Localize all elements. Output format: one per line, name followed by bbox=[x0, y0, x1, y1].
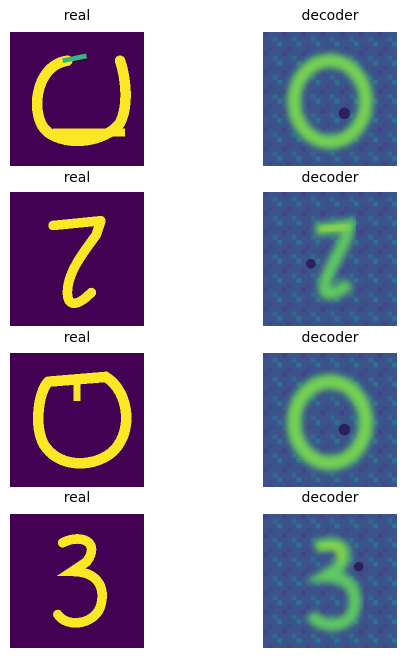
real-digit-0-second-image bbox=[10, 353, 144, 487]
decoder-digit-0-image bbox=[263, 32, 397, 166]
decoder-digit-3-image bbox=[263, 514, 397, 648]
real-title-3: real bbox=[63, 330, 91, 346]
decoder-digit-0-second-image bbox=[263, 353, 397, 487]
real-digit-3-image bbox=[10, 514, 144, 648]
decoder-title-2: decoder bbox=[301, 170, 359, 186]
real-title-1: real bbox=[63, 8, 91, 24]
real-title-2: real bbox=[63, 170, 91, 186]
decoder-title-1: decoder bbox=[301, 8, 359, 24]
decoder-title-3: decoder bbox=[301, 330, 359, 346]
real-title-4: real bbox=[63, 490, 91, 506]
decoder-digit-2-image bbox=[263, 192, 397, 326]
real-digit-2-image bbox=[10, 192, 144, 326]
decoder-title-4: decoder bbox=[301, 490, 359, 506]
real-digit-0-image bbox=[10, 32, 144, 166]
